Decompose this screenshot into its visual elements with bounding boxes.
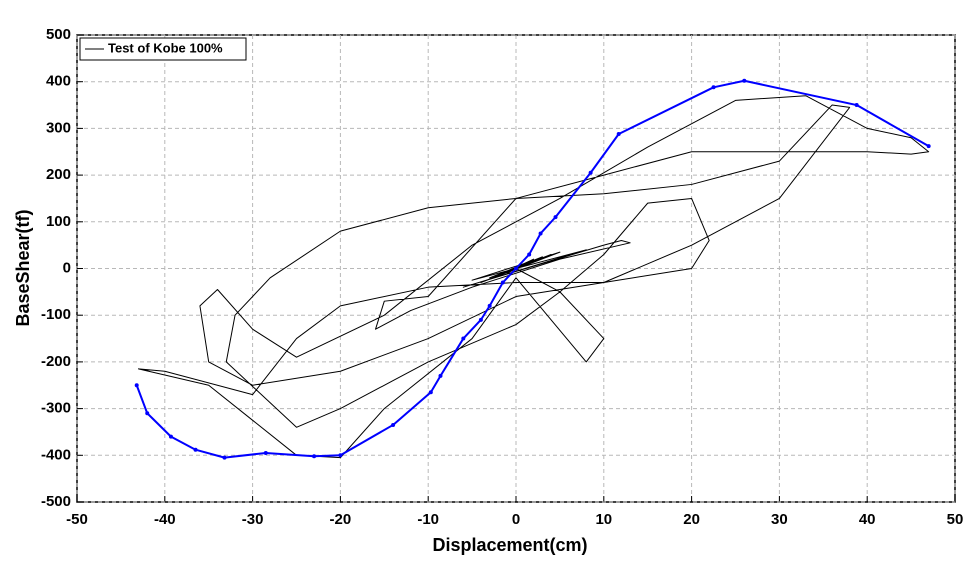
x-tick-label: 30 <box>771 511 788 528</box>
y-tick-label: -400 <box>41 446 71 463</box>
y-tick-label: -300 <box>41 400 71 417</box>
legend-box <box>79 37 247 61</box>
point-marker <box>263 450 268 455</box>
point-marker <box>312 454 317 459</box>
y-tick-label: 400 <box>46 73 71 90</box>
point-marker <box>193 447 198 452</box>
x-tick-label: -10 <box>417 511 439 528</box>
x-tick-label: 20 <box>683 511 700 528</box>
series-line <box>137 95 930 459</box>
point-marker <box>168 434 173 439</box>
y-tick-label: -200 <box>41 353 71 370</box>
point-marker <box>145 411 150 416</box>
point-marker <box>553 215 558 220</box>
point-marker <box>616 132 621 137</box>
point-marker <box>500 280 505 285</box>
y-axis-label: BaseShear(tf) <box>13 209 33 326</box>
x-axis-label: Displacement(cm) <box>432 535 587 555</box>
y-tick-label: 0 <box>63 259 71 276</box>
y-tick-label: 300 <box>46 119 71 136</box>
y-tick-label: 200 <box>46 166 71 183</box>
point-marker <box>461 336 466 341</box>
y-tick-label: 100 <box>46 213 71 230</box>
legend-label: Test of Kobe 100% <box>108 40 223 55</box>
point-marker <box>438 373 443 378</box>
point-marker <box>428 390 433 395</box>
point-marker <box>854 103 859 108</box>
y-tick-label: -100 <box>41 306 71 323</box>
point-marker <box>338 453 343 458</box>
x-tick-label: 40 <box>859 511 876 528</box>
y-tick-label: -500 <box>41 493 71 510</box>
x-tick-label: -40 <box>154 511 176 528</box>
point-marker <box>134 383 139 388</box>
x-tick-label: -30 <box>242 511 264 528</box>
point-marker <box>588 170 593 175</box>
x-tick-label: -20 <box>330 511 352 528</box>
y-tick-label: 500 <box>46 26 71 43</box>
x-tick-label: 0 <box>512 511 520 528</box>
point-marker <box>926 144 931 149</box>
point-marker <box>487 303 492 308</box>
point-marker <box>391 422 396 427</box>
point-marker <box>742 78 747 83</box>
point-marker <box>478 317 483 322</box>
point-marker <box>538 231 543 236</box>
point-marker <box>222 455 227 460</box>
x-tick-label: 50 <box>947 511 964 528</box>
x-tick-label: 10 <box>595 511 612 528</box>
point-marker <box>711 85 716 90</box>
point-marker <box>514 266 518 271</box>
point-marker <box>527 252 532 257</box>
x-tick-label: -50 <box>66 511 88 528</box>
